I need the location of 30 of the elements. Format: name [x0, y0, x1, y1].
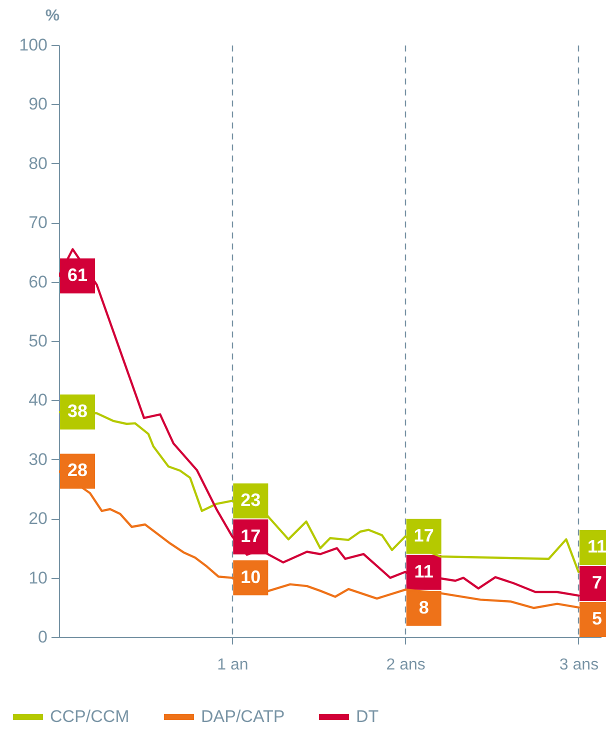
data-label: 11	[587, 536, 606, 556]
data-label: 10	[240, 566, 261, 587]
y-tick-label: 60	[28, 272, 48, 292]
legend-label: DAP/CATP	[201, 707, 285, 726]
data-label: 17	[414, 525, 434, 546]
data-label: 7	[592, 572, 602, 592]
y-tick-label: 100	[19, 36, 48, 54]
x-tick-label: 2 ans	[386, 656, 426, 674]
legend-label: DT	[356, 707, 379, 726]
data-label: 23	[240, 490, 261, 510]
data-label: 28	[67, 460, 88, 480]
y-tick-label: 30	[28, 450, 48, 469]
data-label: 5	[592, 608, 602, 628]
y-tick-label: 10	[28, 568, 48, 588]
y-tick-label: 80	[28, 154, 48, 173]
y-tick-label: 40	[28, 390, 48, 410]
data-label: 61	[67, 264, 88, 285]
x-tick-label: 1 an	[217, 656, 248, 674]
y-tick-label: 20	[28, 509, 48, 528]
data-label: 8	[418, 597, 429, 618]
y-axis-title: %	[45, 8, 60, 24]
data-label: 38	[67, 401, 88, 422]
x-tick-label: 3 ans	[559, 656, 599, 674]
data-label: 11	[414, 561, 434, 582]
y-tick-label: 0	[38, 628, 48, 646]
y-tick-label: 90	[28, 94, 48, 114]
data-label: 17	[240, 526, 261, 546]
legend-label: CCP/CCM	[50, 707, 130, 726]
y-tick-label: 50	[28, 332, 48, 350]
y-tick-label: 70	[28, 213, 48, 232]
